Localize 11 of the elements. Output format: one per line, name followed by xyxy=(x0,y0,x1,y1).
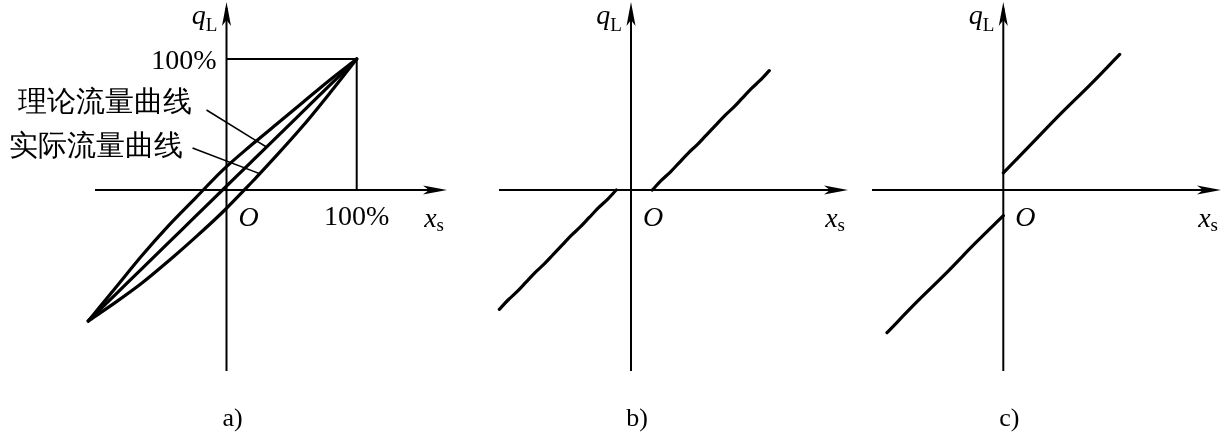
annotation: O xyxy=(1015,200,1036,232)
x-axis-title: x$_{s}$ xyxy=(1197,201,1218,235)
x-axis-title: x$_{s}$ xyxy=(824,201,845,235)
y-axis-title: q$_{L}$ xyxy=(191,0,218,35)
y-axis-title: q$_{L}$ xyxy=(596,0,622,35)
text: b) xyxy=(626,402,648,432)
annotation: O xyxy=(642,200,664,232)
text: c) xyxy=(999,402,1020,432)
x-axis-title: x$_{s}$ xyxy=(423,201,444,235)
y-axis-title: q$_{L}$ xyxy=(968,0,995,35)
text: a) xyxy=(222,402,243,432)
